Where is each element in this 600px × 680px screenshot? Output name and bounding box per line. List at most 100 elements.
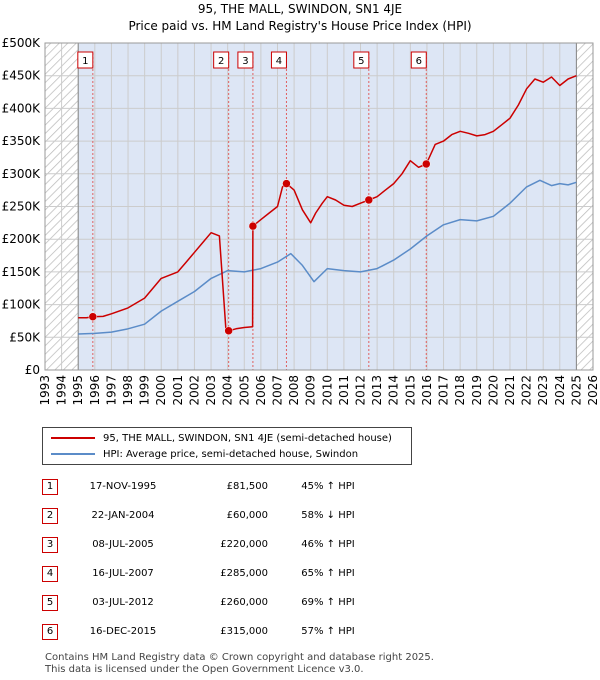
sale-hpi-change: 46% ↑ HPI: [301, 539, 355, 550]
sale-point: [422, 159, 431, 169]
sale-marker-label: 4: [276, 56, 282, 67]
plot-frame: [44, 42, 594, 371]
sale-date: 03-JUL-2012: [92, 597, 154, 608]
sale-marker-badge: [213, 51, 230, 69]
sale-point: [282, 179, 291, 188]
x-tick-label: 2007: [270, 375, 284, 406]
x-tick-label: 2004: [221, 375, 235, 406]
y-tick-label: £450K: [2, 69, 42, 83]
x-tick-label: 2013: [370, 375, 384, 406]
x-tick-label: 1996: [88, 375, 102, 406]
x-tick-label: 1999: [138, 375, 152, 406]
sale-point: [88, 312, 98, 321]
hpi-line: [78, 179, 577, 335]
x-tick-label: 2024: [553, 375, 567, 406]
x-tick-label: 2017: [437, 375, 451, 406]
footer-copyright: Contains HM Land Registry data © Crown c…: [45, 652, 434, 663]
x-tick-label: 1994: [55, 375, 69, 406]
sale-index-badge: 5: [42, 594, 58, 611]
legend-item-hpi: HPI: Average price, semi-detached house,…: [51, 447, 358, 461]
x-tick-label: 2015: [403, 375, 417, 406]
legend-property-label: 95, THE MALL, SWINDON, SN1 4JE (semi-det…: [103, 432, 392, 444]
sale-date: 08-JUL-2005: [92, 539, 154, 550]
x-tick-label: 1995: [71, 375, 85, 406]
sale-marker-label: 2: [218, 56, 224, 67]
x-tick-label: 2021: [503, 375, 517, 406]
sale-hpi-change: 57% ↑ HPI: [301, 626, 355, 637]
sale-marker-label: 5: [358, 56, 364, 67]
x-tick-label: 2010: [320, 375, 334, 406]
sale-point: [224, 326, 233, 336]
sale-date: 17-NOV-1995: [89, 481, 157, 492]
x-tick-label: 1997: [104, 375, 118, 406]
sale-price: £81,500: [226, 481, 268, 492]
sale-marker-badge: [353, 51, 370, 69]
sale-hpi-change: 45% ↑ HPI: [301, 481, 355, 492]
footer-licence: This data is licensed under the Open Gov…: [45, 664, 364, 675]
sale-index-badge: 1: [42, 478, 58, 495]
x-tick-label: 2016: [420, 375, 434, 406]
legend-hpi-swatch: [51, 453, 95, 455]
sale-date: 16-DEC-2015: [89, 626, 157, 637]
y-tick-label: £50K: [9, 330, 41, 344]
sale-hpi-change: 58% ↓ HPI: [301, 510, 355, 521]
table-row: 6 16-DEC-2015 £315,000 57% ↑ HPI: [42, 617, 388, 646]
legend-item-property: 95, THE MALL, SWINDON, SN1 4JE (semi-det…: [51, 431, 392, 445]
x-tick-label: 2019: [470, 375, 484, 406]
sale-point: [248, 221, 258, 231]
table-row: 2 22-JAN-2004 £60,000 58% ↓ HPI: [42, 501, 388, 530]
x-tick-label: 2001: [171, 375, 185, 406]
x-tick-label: 2005: [237, 375, 251, 406]
sale-index-badge: 2: [42, 507, 58, 524]
sale-marker-badge: [237, 51, 254, 69]
y-tick-label: £400K: [2, 101, 42, 115]
sale-marker-badge: [270, 51, 287, 69]
sales-table: 1 17-NOV-1995 £81,500 45% ↑ HPI 2 22-JAN…: [42, 472, 388, 646]
x-tick-label: 2002: [187, 375, 201, 406]
y-tick-label: £100K: [2, 298, 42, 312]
sale-date: 22-JAN-2004: [91, 510, 155, 521]
price-chart: 1 2 3 4 5 6 £0 £50K £100K £150K £200K £250K £300K £3…: [2, 36, 600, 406]
table-row: 5 03-JUL-2012 £260,000 69% ↑ HPI: [42, 588, 388, 617]
x-tick-label: 2006: [254, 375, 268, 406]
x-tick-label: 2014: [387, 375, 401, 406]
sale-hpi-change: 69% ↑ HPI: [301, 597, 355, 608]
sale-index-badge: 6: [42, 623, 58, 640]
sale-date: 16-JUL-2007: [92, 568, 154, 579]
sale-marker-label: 3: [242, 56, 248, 67]
x-tick-label: 2000: [154, 375, 168, 406]
sale-marker-badge: [77, 51, 94, 69]
x-tick-label: 1993: [38, 375, 52, 406]
y-tick-label: £150K: [2, 265, 42, 279]
y-tick-label: £300K: [2, 167, 42, 181]
y-tick-label: £350K: [2, 134, 42, 148]
sale-index-badge: 4: [42, 565, 58, 582]
table-row: 4 16-JUL-2007 £285,000 65% ↑ HPI: [42, 559, 388, 588]
legend-hpi-label: HPI: Average price, semi-detached house,…: [103, 448, 359, 460]
x-tick-label: 2008: [287, 375, 301, 406]
sale-price: £60,000: [226, 510, 268, 521]
property-price-line: [78, 75, 577, 332]
sale-point: [364, 195, 374, 205]
x-tick-label: 2009: [304, 375, 318, 406]
chart-title: 95, THE MALL, SWINDON, SN1 4JE: [197, 2, 403, 16]
x-tick-label: 1998: [121, 375, 135, 406]
x-tick-label: 2003: [204, 375, 218, 406]
chart-legend: 95, THE MALL, SWINDON, SN1 4JE (semi-det…: [42, 427, 412, 465]
sale-marker-label: 1: [82, 56, 88, 67]
x-tick-label: 2012: [354, 375, 368, 406]
x-tick-label: 2022: [520, 375, 534, 406]
x-tick-label: 2026: [586, 375, 600, 406]
x-tick-label: 2025: [569, 375, 583, 406]
y-tick-label: £250K: [2, 200, 42, 214]
table-row: 3 08-JUL-2005 £220,000 46% ↑ HPI: [42, 530, 388, 559]
sale-price: £260,000: [220, 597, 268, 608]
y-tick-label: £200K: [2, 232, 42, 246]
sale-price: £285,000: [220, 568, 268, 579]
sale-price: £315,000: [220, 626, 268, 637]
sale-index-badge: 3: [42, 536, 58, 553]
x-tick-label: 2020: [486, 375, 500, 406]
y-tick-label: £500K: [2, 36, 42, 50]
sale-marker-label: 6: [416, 56, 422, 67]
x-tick-label: 2011: [337, 375, 351, 406]
